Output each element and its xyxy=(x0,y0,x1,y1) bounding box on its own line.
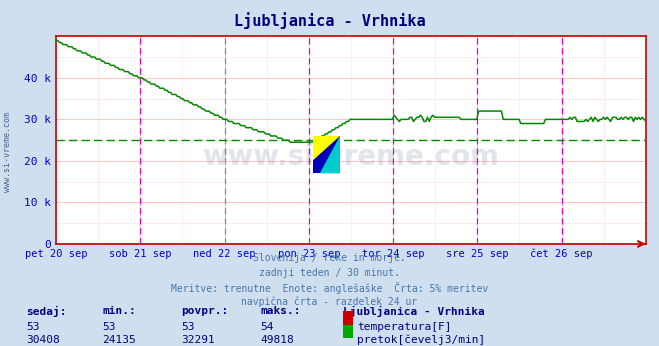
Text: Ljubljanica - Vrhnika: Ljubljanica - Vrhnika xyxy=(343,306,484,317)
Text: temperatura[F]: temperatura[F] xyxy=(357,322,451,332)
Text: zadnji teden / 30 minut.: zadnji teden / 30 minut. xyxy=(259,268,400,278)
Text: povpr.:: povpr.: xyxy=(181,306,229,316)
Text: 53: 53 xyxy=(26,322,40,332)
Text: 53: 53 xyxy=(181,322,194,332)
Text: navpična črta - razdelek 24 ur: navpična črta - razdelek 24 ur xyxy=(241,297,418,307)
Text: www.si-vreme.com: www.si-vreme.com xyxy=(3,112,13,192)
Polygon shape xyxy=(313,136,340,160)
Text: min.:: min.: xyxy=(102,306,136,316)
Text: maks.:: maks.: xyxy=(260,306,301,316)
Text: pretok[čevelj3/min]: pretok[čevelj3/min] xyxy=(357,335,486,345)
Text: 49818: 49818 xyxy=(260,335,294,345)
Text: 54: 54 xyxy=(260,322,273,332)
Text: sedaj:: sedaj: xyxy=(26,306,67,317)
Text: 53: 53 xyxy=(102,322,115,332)
Text: Meritve: trenutne  Enote: anglešaške  Črta: 5% meritev: Meritve: trenutne Enote: anglešaške Črta… xyxy=(171,282,488,294)
Text: 30408: 30408 xyxy=(26,335,60,345)
Bar xyxy=(313,136,340,173)
Text: Slovenija / reke in morje.: Slovenija / reke in morje. xyxy=(253,253,406,263)
Polygon shape xyxy=(320,136,340,173)
Text: 32291: 32291 xyxy=(181,335,215,345)
Text: www.si-vreme.com: www.si-vreme.com xyxy=(202,143,500,171)
Text: 24135: 24135 xyxy=(102,335,136,345)
Text: Ljubljanica - Vrhnika: Ljubljanica - Vrhnika xyxy=(234,12,425,29)
